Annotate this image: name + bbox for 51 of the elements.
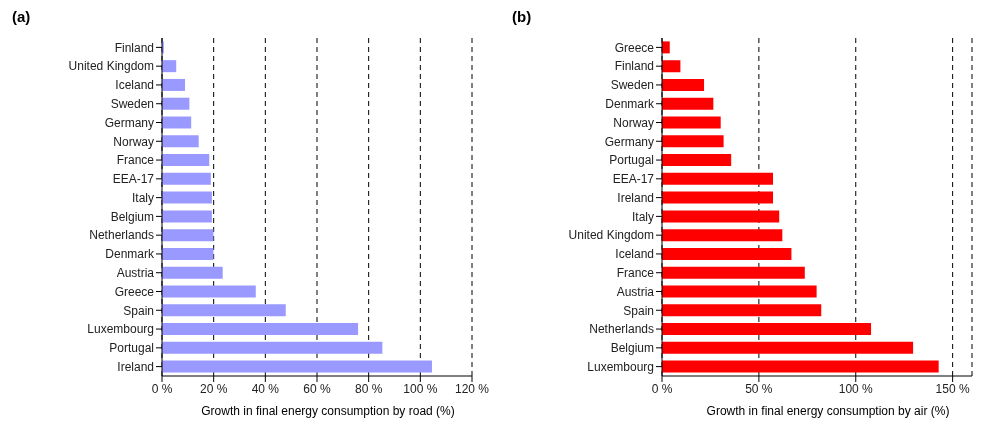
- y-tick-label: Denmark: [605, 96, 655, 111]
- y-tick-label: Italy: [631, 209, 654, 224]
- x-tick-label: 20 %: [199, 381, 228, 396]
- y-tick-label: Ireland: [117, 359, 154, 374]
- x-axis-title: Growth in final energy consumption by air (%): [705, 404, 951, 418]
- y-tick-label: Finland: [114, 40, 154, 55]
- y-tick-label: Norway: [113, 134, 154, 149]
- x-tick-label: 0 %: [651, 381, 673, 396]
- y-tick-label: Belgium: [610, 341, 654, 356]
- y-tick-label: Netherlands: [89, 228, 154, 243]
- x-tick-label: 60 %: [303, 381, 331, 396]
- y-tick-label: Netherlands: [589, 322, 654, 337]
- y-tick-label: Spain: [123, 303, 154, 318]
- y-tick-label: France: [116, 153, 155, 168]
- x-tick-label: 40 %: [251, 381, 280, 396]
- y-tick-label: Germany: [104, 115, 154, 130]
- y-tick-label: Sweden: [110, 96, 154, 111]
- y-tick-label: Ireland: [617, 190, 654, 205]
- y-tick-label: France: [616, 265, 655, 280]
- y-tick-label: Norway: [613, 115, 654, 130]
- y-tick-label: Austria: [616, 284, 655, 299]
- y-tick-label: EEA-17: [612, 172, 655, 187]
- x-tick-label: 0 %: [151, 381, 173, 396]
- y-tick-label: United Kingdom: [568, 228, 654, 243]
- y-tick-label: Portugal: [609, 153, 654, 168]
- y-tick-label: Sweden: [610, 78, 654, 93]
- y-tick-label: Germany: [604, 134, 654, 149]
- y-tick-label: Portugal: [109, 341, 154, 356]
- y-tick-label: Luxembourg: [87, 322, 154, 337]
- y-tick-label: Spain: [623, 303, 654, 318]
- y-tick-label: Luxembourg: [587, 359, 654, 374]
- x-tick-label: 150 %: [935, 381, 970, 396]
- y-tick-label: Belgium: [110, 209, 154, 224]
- x-tick-label: 100 %: [838, 381, 874, 396]
- x-tick-label: 80 %: [354, 381, 383, 396]
- y-tick-label: Austria: [116, 265, 155, 280]
- y-tick-label: EEA-17: [112, 172, 155, 187]
- y-tick-label: Denmark: [105, 247, 155, 262]
- y-tick-label: Iceland: [615, 247, 654, 262]
- x-tick-label: 50 %: [745, 381, 773, 396]
- y-tick-label: Greece: [614, 40, 655, 55]
- text: (a): [11, 8, 32, 27]
- y-tick-label: Greece: [114, 284, 155, 299]
- y-tick-label: Iceland: [115, 78, 154, 93]
- y-tick-label: United Kingdom: [68, 59, 154, 74]
- y-tick-label: Italy: [131, 190, 154, 205]
- x-axis-title: Growth in final energy consumption by road (%): [200, 404, 456, 418]
- y-tick-label: Finland: [614, 59, 654, 74]
- x-tick-label: 100 %: [403, 381, 438, 396]
- text: (b): [511, 8, 533, 27]
- x-tick-label: 120 %: [454, 381, 490, 396]
